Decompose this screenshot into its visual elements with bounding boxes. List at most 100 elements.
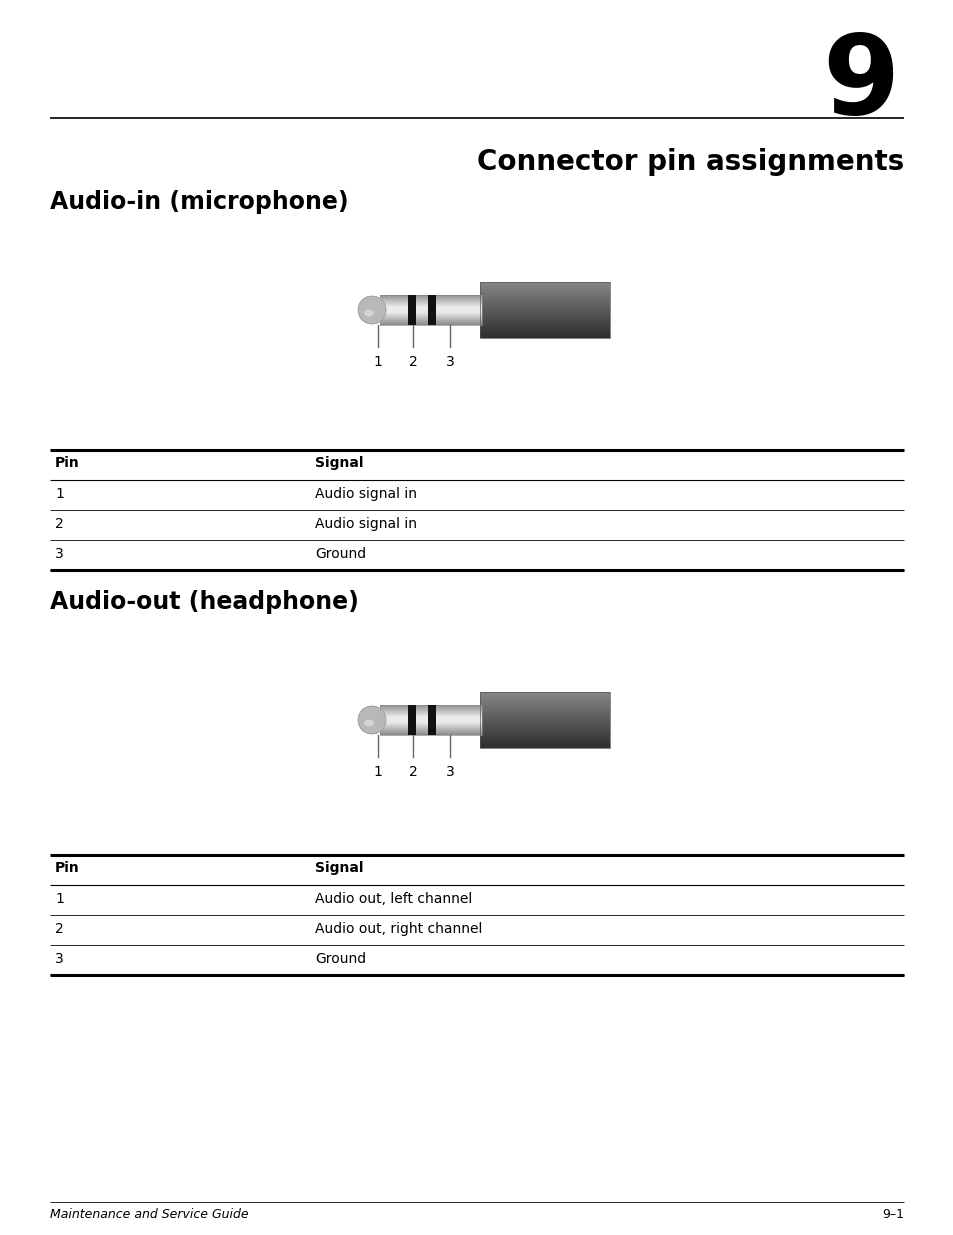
Ellipse shape [358,296,385,324]
Bar [479,699,609,700]
Text: 2: 2 [408,764,416,779]
Text: 1: 1 [55,487,64,501]
Bar [479,298,609,299]
Bar [479,708,609,709]
Bar [479,740,609,741]
Bar [479,300,609,301]
Ellipse shape [357,706,385,734]
Text: Audio-in (microphone): Audio-in (microphone) [50,190,348,214]
Bar [479,310,609,311]
Ellipse shape [357,706,386,734]
Bar [479,309,609,310]
Bar [479,731,609,732]
Ellipse shape [358,706,385,734]
Ellipse shape [358,706,385,734]
Bar [479,335,609,337]
Bar [479,734,609,735]
Ellipse shape [357,706,386,734]
Bar [479,283,609,285]
Ellipse shape [358,296,385,324]
Bar [479,693,609,695]
Bar [479,324,609,325]
Bar [479,714,609,716]
Bar [479,713,609,714]
Ellipse shape [357,296,385,324]
Bar [479,282,609,338]
Ellipse shape [364,720,374,726]
Ellipse shape [357,296,385,324]
Ellipse shape [357,706,385,734]
Ellipse shape [358,296,385,324]
Bar [479,296,609,298]
Bar [479,739,609,740]
Bar [379,705,481,735]
Bar [479,722,609,724]
Ellipse shape [358,706,385,734]
Text: Maintenance and Service Guide: Maintenance and Service Guide [50,1208,249,1221]
Bar [479,285,609,287]
Bar [479,724,609,726]
Bar [479,701,609,703]
Bar [479,692,609,748]
Text: 2: 2 [55,517,64,531]
Bar [479,732,609,734]
Ellipse shape [358,706,385,734]
Text: 3: 3 [55,952,64,966]
Ellipse shape [358,296,385,324]
Bar [479,747,609,748]
Ellipse shape [357,706,386,734]
Bar [479,291,609,293]
Ellipse shape [358,706,385,734]
Bar [479,293,609,295]
Bar [479,709,609,710]
Bar [408,295,416,325]
Ellipse shape [358,706,385,734]
Text: Pin: Pin [55,456,80,471]
Ellipse shape [357,296,386,324]
Text: 9: 9 [821,30,899,137]
Text: Signal: Signal [314,456,363,471]
Bar [479,299,609,300]
Ellipse shape [357,296,385,324]
Bar [479,317,609,319]
Ellipse shape [357,296,386,324]
Bar [479,743,609,745]
Bar [479,697,609,698]
Text: Audio signal in: Audio signal in [314,487,416,501]
Bar [479,698,609,699]
Ellipse shape [358,296,385,324]
Bar [479,735,609,737]
Ellipse shape [358,296,385,324]
Text: Signal: Signal [314,861,363,876]
Text: 2: 2 [408,354,416,369]
Ellipse shape [358,706,385,734]
Bar [479,303,609,304]
Text: Audio signal in: Audio signal in [314,517,416,531]
Bar [479,741,609,742]
Bar [479,716,609,718]
Bar [479,301,609,303]
Bar [479,289,609,290]
Bar [479,718,609,719]
Bar [479,304,609,306]
Text: 3: 3 [445,764,454,779]
Text: Audio-out (headphone): Audio-out (headphone) [50,590,358,614]
Ellipse shape [358,296,385,324]
Bar [479,312,609,314]
Bar [479,337,609,338]
Text: 1: 1 [374,354,382,369]
Bar [479,727,609,729]
Bar [479,325,609,327]
Bar [479,726,609,727]
Text: 1: 1 [374,764,382,779]
Ellipse shape [358,296,385,324]
Bar [479,692,609,693]
Ellipse shape [358,296,385,324]
Text: 3: 3 [445,354,454,369]
Bar [479,333,609,335]
Ellipse shape [357,706,386,734]
Bar [428,295,436,325]
Bar [479,314,609,316]
Bar [479,320,609,321]
Bar [479,321,609,322]
